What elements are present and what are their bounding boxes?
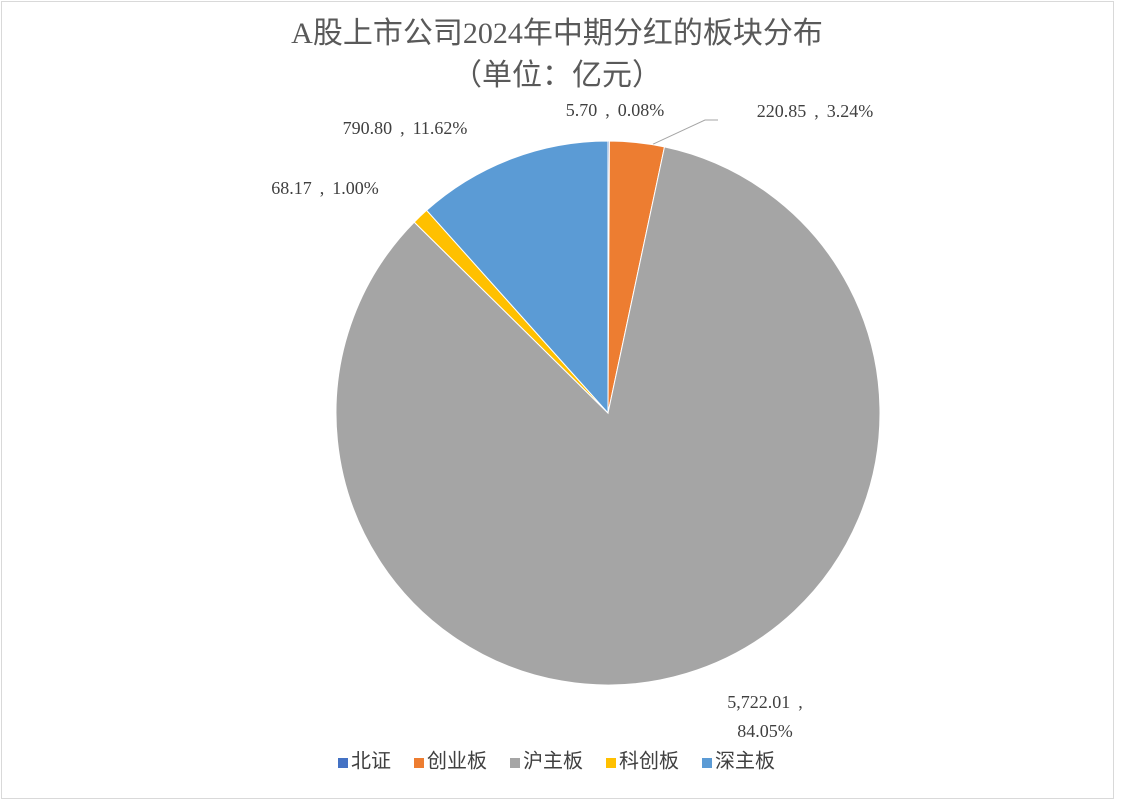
- data-label-percent: 3.24%: [827, 101, 874, 121]
- data-label: 790.80, 11.62%: [343, 118, 468, 138]
- data-label-separator: ,: [814, 101, 819, 121]
- pie-slice: [425, 140, 609, 415]
- data-label-separator: ,: [320, 178, 325, 198]
- data-label-percent: 84.05%: [737, 721, 793, 741]
- data-label-value: 68.17: [271, 178, 312, 198]
- data-label-percent: 0.08%: [618, 100, 665, 120]
- legend-swatch: [510, 758, 520, 768]
- legend-label: 沪主板: [523, 750, 583, 773]
- legend-swatch: [414, 758, 424, 768]
- data-label: 68.17, 1.00%: [271, 178, 379, 198]
- data-label-value: 790.80: [343, 118, 393, 138]
- legend-label: 科创板: [619, 750, 679, 773]
- data-label-percent: 1.00%: [332, 178, 379, 198]
- chart-title: A股上市公司2024年中期分红的板块分布: [291, 17, 823, 50]
- legend-swatch: [702, 758, 712, 768]
- legend-swatch: [338, 758, 348, 768]
- legend-label: 深主板: [715, 750, 775, 773]
- leader-line: [652, 119, 718, 145]
- data-label-value: 5,722.01: [727, 692, 790, 712]
- pie-slice: [335, 146, 881, 686]
- data-label-separator: ,: [605, 100, 610, 120]
- data-label: 220.85, 3.24%: [757, 101, 874, 121]
- data-label-separator: ,: [798, 692, 803, 712]
- data-label-value: 5.70: [566, 100, 598, 120]
- data-label-value: 220.85: [757, 101, 807, 121]
- legend-swatch: [606, 758, 616, 768]
- data-label: 5.70, 0.08%: [566, 100, 665, 120]
- chart-subtitle: （单位：亿元）: [452, 59, 662, 92]
- data-label: 5,722.01, 84.05%: [727, 692, 803, 741]
- legend-label: 北证: [351, 750, 391, 773]
- legend-label: 创业板: [427, 750, 487, 773]
- data-label-separator: ,: [400, 118, 405, 138]
- data-label-percent: 11.62%: [413, 118, 468, 138]
